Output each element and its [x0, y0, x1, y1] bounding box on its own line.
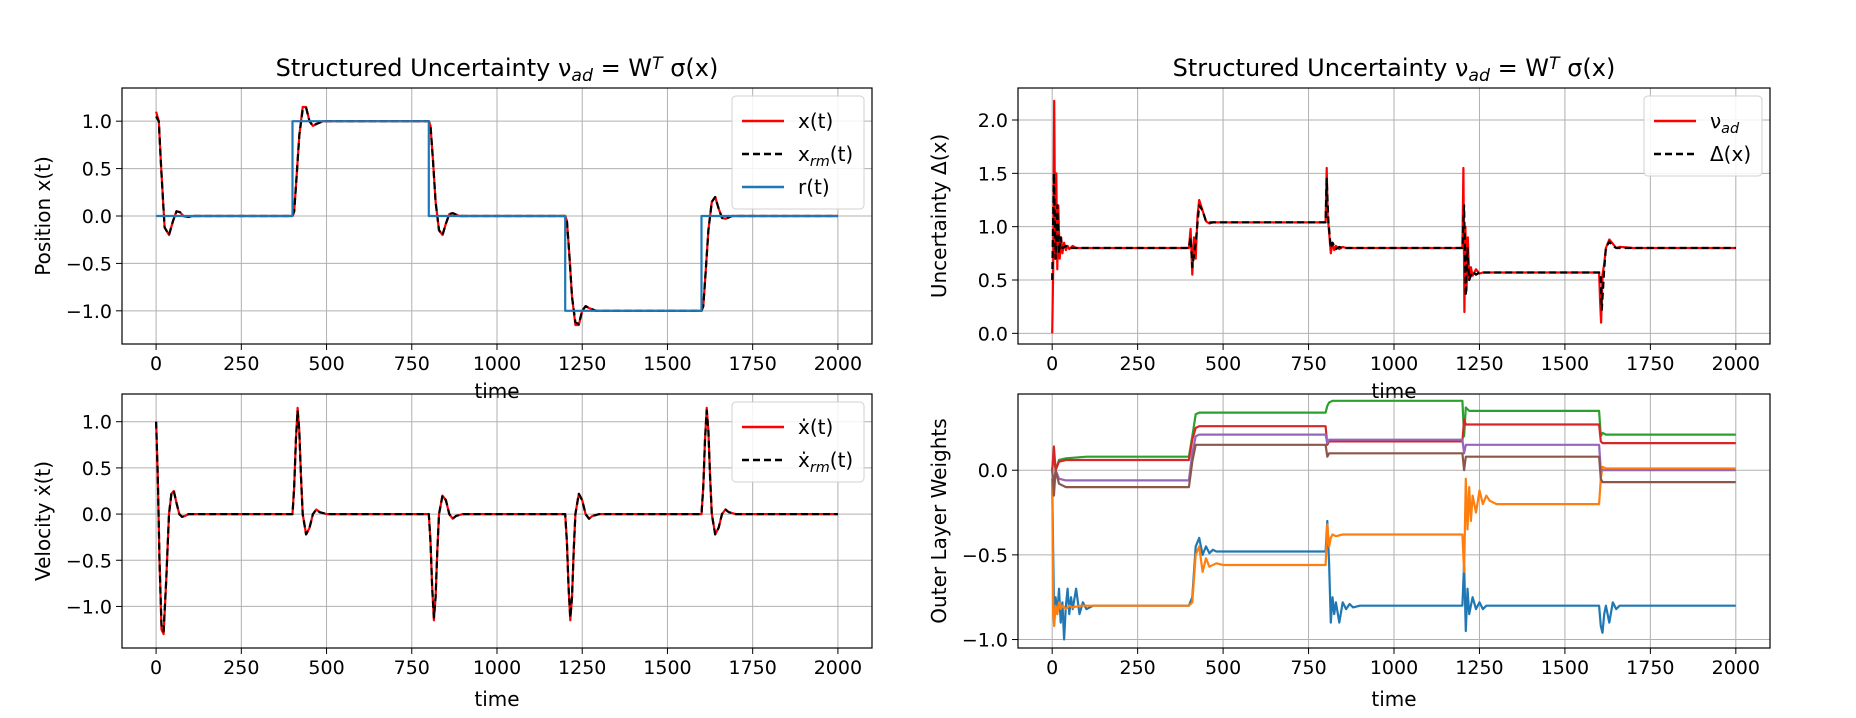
x-tick-label: 750 — [1290, 657, 1326, 679]
y-tick-label: 0.5 — [978, 270, 1008, 292]
x-tick-label: 250 — [223, 353, 259, 375]
y-tick-label: −0.5 — [66, 550, 112, 572]
x-tick-label: 250 — [1120, 353, 1156, 375]
y-axis-label: Velocity ẋ(t) — [31, 461, 55, 581]
x-tick-label: 0 — [1046, 353, 1058, 375]
y-tick-label: 0.0 — [82, 206, 112, 228]
x-tick-label: 1000 — [473, 657, 521, 679]
x-tick-label: 250 — [1120, 657, 1156, 679]
x-tick-label: 500 — [1205, 353, 1241, 375]
x-tick-label: 2000 — [814, 657, 862, 679]
x-tick-label: 1000 — [1370, 353, 1418, 375]
y-tick-label: 1.0 — [82, 412, 112, 434]
x-axis-label: time — [474, 687, 519, 711]
x-tick-label: 1250 — [558, 353, 606, 375]
series-line-5 — [1051, 433, 1736, 489]
y-axis-label: Outer Layer Weights — [927, 418, 951, 623]
legend: x(t) xrm(t) r(t) — [731, 95, 865, 210]
legend-box — [731, 401, 865, 483]
x-tick-label: 1750 — [1626, 657, 1674, 679]
legend: ẋ(t) ẋrm(t) — [731, 401, 865, 483]
x-tick-label: 500 — [308, 657, 344, 679]
series-line-2 — [1051, 172, 1736, 311]
series-line-2 — [155, 409, 838, 633]
legend-label: ẋ(t) — [798, 415, 833, 439]
x-axis-label: time — [1371, 687, 1416, 711]
y-axis-label: Position x(t) — [31, 156, 55, 276]
y-tick-label: 0.5 — [82, 159, 112, 181]
x-tick-label: 750 — [1290, 353, 1326, 375]
series-line-3 — [156, 120, 838, 312]
x-tick-label: 1500 — [643, 657, 691, 679]
legend-label: r(t) — [798, 175, 830, 199]
chart-panel-4: 0 250 500 750 1000 1250 1500 1750 2000 −1.0 −0.5 0.… — [927, 393, 1771, 711]
y-tick-label: 0.0 — [82, 504, 112, 526]
x-tick-label: 2000 — [1712, 353, 1760, 375]
y-tick-label: −1.0 — [66, 596, 112, 618]
x-tick-label: 1250 — [1455, 353, 1503, 375]
legend-label: νad — [1710, 109, 1740, 137]
x-tick-label: 1500 — [1541, 353, 1589, 375]
x-tick-label: 1000 — [1370, 657, 1418, 679]
x-tick-label: 0 — [1046, 657, 1058, 679]
legend-label: x(t) — [798, 109, 833, 133]
x-tick-label: 500 — [1205, 657, 1241, 679]
x-tick-label: 1500 — [643, 353, 691, 375]
x-tick-label: 750 — [394, 657, 430, 679]
y-tick-label: −1.0 — [66, 301, 112, 323]
y-tick-label: 0.5 — [82, 458, 112, 480]
x-tick-label: 2000 — [814, 353, 862, 375]
x-tick-label: 750 — [394, 353, 430, 375]
y-tick-label: 1.0 — [978, 217, 1008, 239]
y-axis-label: Uncertainty Δ(x) — [927, 134, 951, 298]
legend-box — [1643, 95, 1763, 177]
x-tick-label: 1750 — [729, 353, 777, 375]
y-tick-label: −1.0 — [962, 630, 1008, 652]
chart-panel-3: 0 250 500 750 1000 1250 1500 1750 2000 −1.0 −0.5 0.… — [31, 393, 873, 711]
y-tick-label: −0.5 — [66, 253, 112, 275]
x-tick-label: 1750 — [729, 657, 777, 679]
chart-title: Structured Uncertainty νad = WT σ(x) — [1173, 54, 1616, 86]
y-tick-label: 0.0 — [978, 323, 1008, 345]
legend-label: Δ(x) — [1710, 142, 1751, 166]
y-tick-label: 1.0 — [82, 111, 112, 133]
x-tick-label: 250 — [223, 657, 259, 679]
y-tick-label: 2.0 — [978, 110, 1008, 132]
legend-label: xrm(t) — [798, 142, 853, 170]
series-line-3 — [1051, 399, 1736, 472]
y-tick-label: 0.0 — [978, 460, 1008, 482]
x-tick-label: 1500 — [1541, 657, 1589, 679]
x-tick-label: 1000 — [473, 353, 521, 375]
series-line-6 — [1051, 443, 1736, 497]
y-tick-label: −0.5 — [962, 545, 1008, 567]
chart-title: Structured Uncertainty νad = WT σ(x) — [276, 54, 719, 86]
x-tick-label: 0 — [150, 353, 162, 375]
legend-label: ẋrm(t) — [798, 448, 853, 476]
series-line-2 — [1051, 465, 1736, 628]
x-tick-label: 0 — [150, 657, 162, 679]
x-tick-label: 1250 — [558, 657, 606, 679]
series-line-1 — [1051, 478, 1736, 641]
y-tick-label: 1.5 — [978, 163, 1008, 185]
chart-panel-2: 0 250 500 750 1000 1250 1500 1750 2000 0.0 0.5 1.0 1… — [927, 54, 1771, 403]
x-tick-label: 500 — [308, 353, 344, 375]
legend-box — [731, 95, 865, 210]
x-tick-label: 1750 — [1626, 353, 1674, 375]
chart-panel-1: 0 250 500 750 1000 1250 1500 1750 2000 −1.0 −0.5 0.… — [31, 54, 873, 403]
x-tick-label: 1250 — [1455, 657, 1503, 679]
x-tick-label: 2000 — [1712, 657, 1760, 679]
legend: νad Δ(x) — [1643, 95, 1763, 177]
